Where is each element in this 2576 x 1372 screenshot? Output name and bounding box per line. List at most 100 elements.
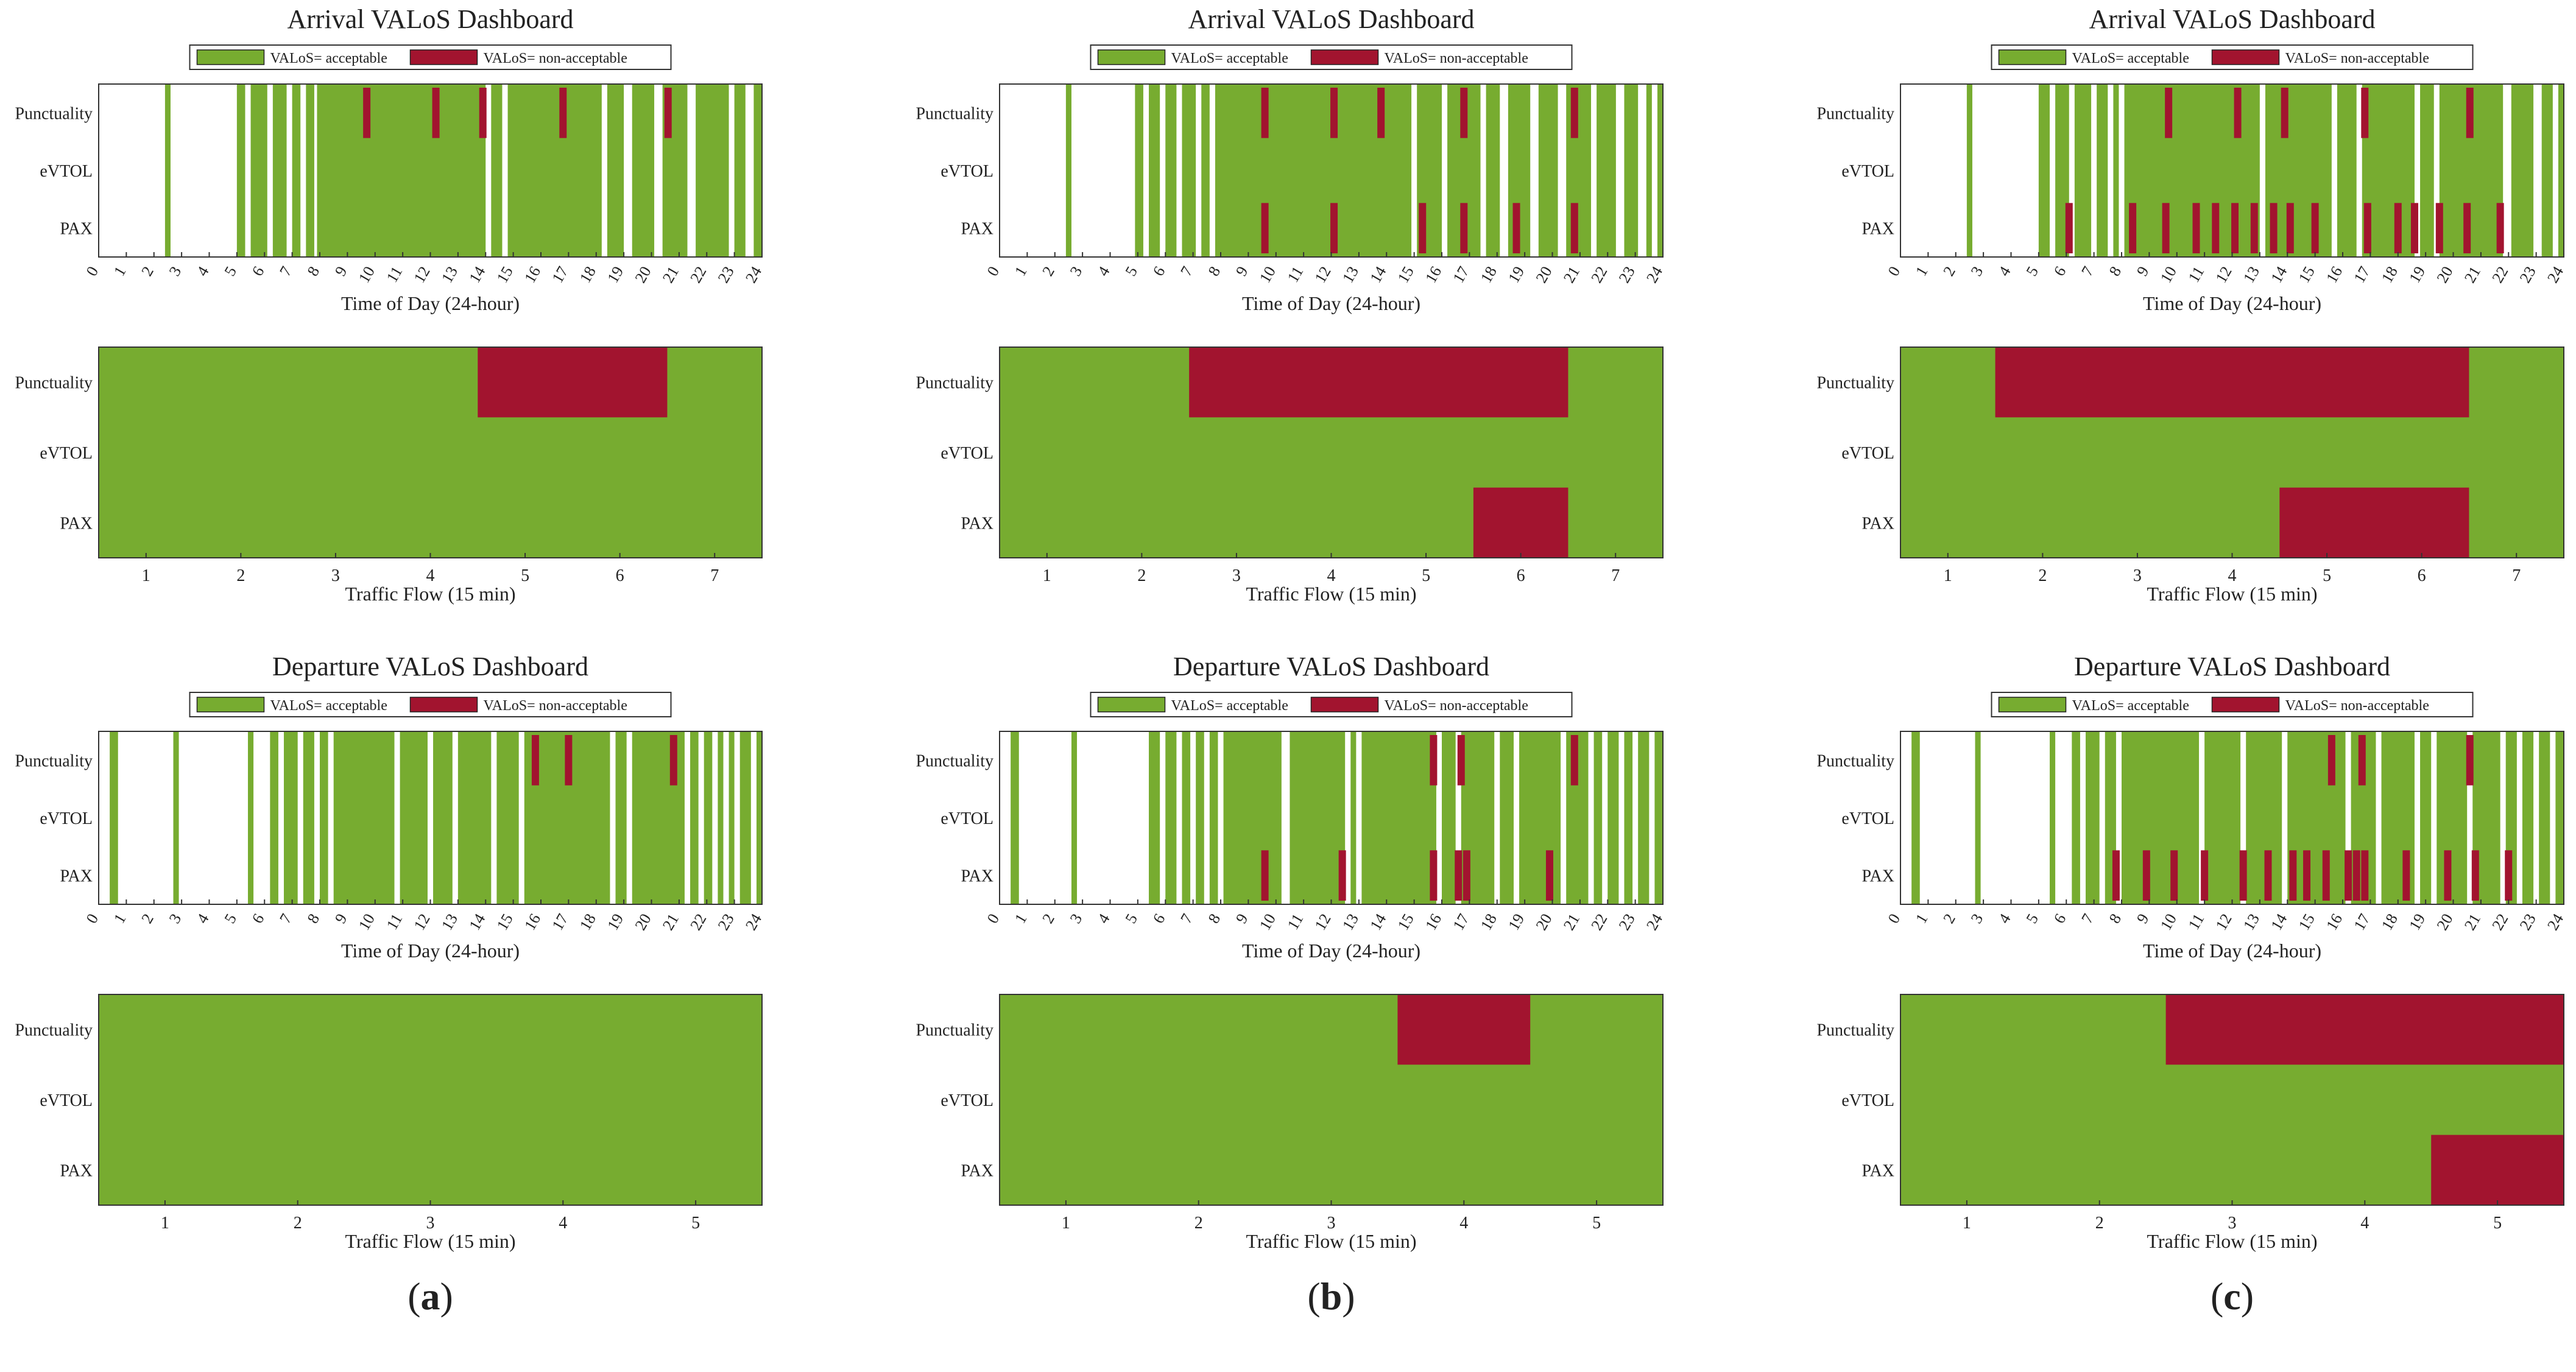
- non-acceptable-cell-pax: [2279, 487, 2469, 558]
- x-tick-label: 9: [2133, 264, 2153, 280]
- y-tick-label-punctuality: Punctuality: [1816, 1021, 1894, 1040]
- non-acceptable-mark-punctuality: [2327, 735, 2335, 786]
- x-tick-label: 13: [2240, 911, 2263, 934]
- acceptable-interval: [1182, 731, 1191, 904]
- y-tick-label-punctuality: Punctuality: [916, 104, 993, 123]
- x-tick-label: 12: [2212, 911, 2235, 934]
- non-acceptable-mark-punctuality: [669, 735, 677, 786]
- acceptable-interval: [2038, 84, 2050, 257]
- x-tick-label: 16: [521, 911, 544, 934]
- acceptable-interval: [2204, 731, 2241, 904]
- legend-label-acceptable: VALoS= acceptable: [2072, 51, 2189, 66]
- acceptable-interval: [2555, 731, 2564, 904]
- acceptable-interval: [333, 731, 395, 904]
- acceptable-interval: [734, 84, 746, 257]
- y-tick-label-pax: PAX: [1862, 867, 1894, 886]
- flow-panel-1641: Punctuality eVTOL PAX 1 2 3 4 5 6 7 Traffic Flow (…: [916, 347, 1664, 605]
- time-panel-3120: Departure VALoS Dashboard VALoS= acceptab…: [1816, 652, 2567, 962]
- x-tick-label: 11: [383, 911, 406, 933]
- acceptable-interval: [1486, 84, 1500, 257]
- non-acceptable-mark-pax: [2250, 203, 2258, 253]
- x-axis-label: Time of Day (24-hour): [1242, 292, 1420, 314]
- flow-panel-1641: Punctuality eVTOL PAX 1 2 3 4 5 Traffic Flow (15…: [916, 994, 1664, 1252]
- column-captions: (a) (b) (c): [408, 1275, 2254, 1318]
- x-tick-label: 20: [1533, 911, 1556, 934]
- x-tick-label: 2: [138, 911, 157, 927]
- acceptable-interval: [250, 84, 267, 257]
- x-tick-label: 6: [249, 264, 268, 280]
- x-tick-label: 20: [632, 264, 655, 286]
- x-tick-label: 7: [2078, 911, 2097, 927]
- x-tick-label: 9: [2133, 911, 2153, 927]
- non-acceptable-mark-pax: [2311, 203, 2319, 253]
- non-acceptable-mark-pax: [1455, 850, 1463, 901]
- non-acceptable-mark-pax: [2212, 203, 2220, 253]
- acceptable-interval: [110, 731, 118, 904]
- x-tick-label: 5: [1121, 264, 1141, 280]
- y-tick-label-evtol: eVTOL: [1841, 809, 1894, 828]
- non-acceptable-mark-pax: [2345, 850, 2352, 901]
- acceptable-interval: [1350, 731, 1357, 904]
- column-caption: (b): [1307, 1275, 1355, 1318]
- x-tick-label: 18: [2378, 911, 2401, 934]
- time-panel-162: Arrival VALoS Dashboard VALoS= acceptable…: [15, 4, 765, 314]
- acceptable-interval: [2246, 731, 2282, 904]
- x-tick-label: 9: [1232, 911, 1252, 927]
- x-tick-label: 19: [2405, 911, 2429, 934]
- non-acceptable-mark-pax: [2065, 203, 2073, 253]
- acceptable-interval: [1566, 84, 1592, 257]
- acceptable-region: [1000, 994, 1663, 1205]
- x-tick-label: 22: [2488, 264, 2511, 286]
- x-tick-label: 20: [2433, 264, 2457, 286]
- x-tick-label: 8: [304, 264, 323, 280]
- y-tick-label-punctuality: Punctuality: [1816, 751, 1894, 770]
- x-tick-label: 5: [691, 1214, 700, 1233]
- acceptable-interval: [248, 731, 254, 904]
- x-tick-label: 14: [465, 264, 489, 286]
- x-tick-label: 3: [2228, 1214, 2237, 1233]
- y-tick-label-evtol: eVTOL: [40, 162, 93, 181]
- x-tick-label: 17: [2350, 911, 2373, 934]
- x-tick-label: 10: [2157, 911, 2180, 934]
- x-tick-label: 3: [426, 1214, 435, 1233]
- acceptable-interval: [1500, 731, 1514, 904]
- non-acceptable-mark-pax: [2142, 850, 2150, 901]
- x-tick-label: 7: [276, 264, 295, 280]
- non-acceptable-mark-punctuality: [2358, 735, 2366, 786]
- x-tick-label: 13: [1339, 264, 1362, 286]
- acceptable-interval: [1538, 84, 1558, 257]
- x-tick-label: 22: [686, 911, 710, 934]
- x-tick-label: 1: [1011, 911, 1031, 927]
- non-acceptable-mark-pax: [2505, 850, 2513, 901]
- x-tick-label: 10: [355, 911, 378, 934]
- x-tick-label: 21: [659, 911, 682, 934]
- legend-swatch-acceptable: [1998, 697, 2067, 712]
- x-tick-label: 23: [715, 264, 738, 286]
- y-tick-label-punctuality: Punctuality: [15, 104, 93, 123]
- x-tick-label: 10: [1256, 264, 1279, 286]
- non-acceptable-mark-pax: [1512, 203, 1520, 253]
- acceptable-interval: [2420, 84, 2434, 257]
- acceptable-interval: [433, 731, 453, 904]
- x-tick-label: 17: [2350, 264, 2373, 286]
- column-caption: (a): [408, 1275, 453, 1318]
- x-tick-label: 22: [1587, 911, 1611, 934]
- x-tick-label: 10: [1256, 911, 1279, 934]
- y-tick-label-evtol: eVTOL: [940, 1091, 993, 1110]
- x-tick-label: 19: [2405, 264, 2429, 286]
- y-tick-label-evtol: eVTOL: [940, 444, 993, 463]
- acceptable-interval: [292, 84, 301, 257]
- x-tick-label: 5: [1592, 1214, 1601, 1233]
- x-tick-label: 16: [521, 264, 544, 286]
- x-tick-label: 1: [1043, 566, 1051, 585]
- x-tick-label: 18: [576, 911, 599, 934]
- x-tick-label: 18: [2378, 264, 2401, 286]
- non-acceptable-mark-pax: [2231, 203, 2239, 253]
- flow-panel-162: Punctuality eVTOL PAX 1 2 3 4 5 6 7 Traffic Flow (…: [15, 347, 763, 605]
- y-tick-label-evtol: eVTOL: [940, 162, 993, 181]
- time-panel-1641: Departure VALoS Dashboard VALoS= acceptab…: [916, 652, 1666, 962]
- x-tick-label: 20: [632, 911, 655, 934]
- x-tick-label: 21: [659, 264, 682, 286]
- non-acceptable-mark-pax: [2435, 203, 2443, 253]
- acceptable-interval: [1165, 731, 1177, 904]
